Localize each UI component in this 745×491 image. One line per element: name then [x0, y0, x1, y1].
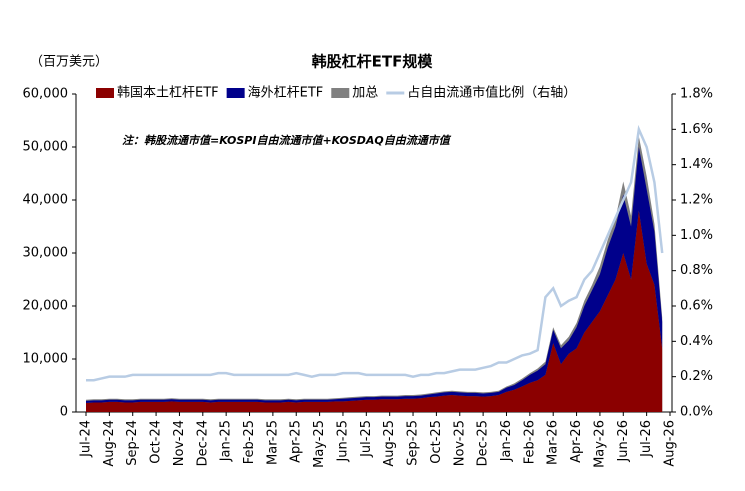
annotation: 注：韩股流通市值=KOSPI自由流通市值+KOSDAQ自由流通市值 [122, 134, 452, 147]
x-tick-label: Jun-25 [335, 420, 350, 463]
y2-tick-label: 0.6% [680, 299, 713, 314]
chart-title: 韩股杠杆ETF规模 [312, 53, 434, 71]
y-tick-label: 0 [60, 405, 68, 420]
x-tick-label: May-26 [592, 420, 607, 468]
x-tick-label: Nov-25 [452, 420, 467, 466]
x-tick-label: Jan-25 [219, 420, 234, 462]
legend-label: 海外杠杆ETF [248, 85, 324, 101]
x-tick-label: Jun-26 [616, 420, 631, 463]
y2-tick-label: 0.4% [680, 334, 713, 349]
y2-tick-label: 1.4% [680, 157, 713, 172]
x-tick-label: Feb-26 [522, 420, 537, 464]
x-tick-label: Mar-25 [265, 420, 280, 465]
x-tick-label: Nov-24 [172, 420, 187, 466]
y-tick-label: 10,000 [23, 352, 69, 367]
x-tick-label: Jan-26 [499, 420, 514, 462]
legend-label: 占自由流通市值比例（右轴） [407, 85, 576, 101]
x-tick-label: Jul-26 [639, 420, 654, 458]
x-tick-label: Jul-24 [79, 420, 94, 458]
y2-tick-label: 1.8% [680, 87, 713, 102]
x-tick-label: Apr-26 [569, 420, 584, 463]
y2-tick-label: 1.2% [680, 193, 713, 208]
y-tick-label: 40,000 [23, 193, 69, 208]
x-tick-label: Feb-25 [242, 420, 257, 464]
y-axis-label: （百万美元） [30, 55, 108, 70]
y-tick-label: 60,000 [23, 87, 69, 102]
x-tick-label: Oct-25 [429, 420, 444, 464]
x-tick-label: Oct-24 [149, 420, 164, 464]
y2-tick-label: 0.8% [680, 263, 713, 278]
y-tick-label: 50,000 [23, 140, 69, 155]
x-tick-label: Mar-26 [546, 420, 561, 465]
legend-label: 韩国本土杠杆ETF [117, 85, 219, 101]
line [86, 124, 664, 382]
x-tick-label: Aug-25 [382, 420, 397, 467]
x-tick-label: May-25 [312, 420, 327, 468]
y2-tick-label: 1.0% [680, 228, 713, 243]
legend-label: 加总 [352, 86, 378, 101]
y2-tick-label: 0.0% [680, 405, 713, 420]
x-tick-label: Apr-25 [289, 420, 304, 463]
x-tick-label: Dec-25 [476, 420, 491, 466]
x-tick-label: Sep-25 [406, 420, 421, 466]
y-tick-label: 30,000 [23, 246, 69, 261]
x-tick-label: Jul-25 [359, 420, 374, 458]
legend-swatch [331, 88, 350, 98]
y2-tick-label: 1.6% [680, 122, 713, 137]
legend-swatch [226, 88, 245, 98]
x-tick-label: Dec-24 [195, 420, 210, 466]
legend-swatch [96, 88, 114, 98]
x-tick-label: Sep-24 [125, 420, 140, 466]
x-tick-label: Aug-26 [663, 420, 678, 467]
y2-tick-label: 0.2% [680, 369, 713, 384]
x-tick-label: Aug-24 [102, 420, 117, 467]
y-tick-label: 20,000 [23, 299, 69, 314]
area [86, 210, 663, 412]
